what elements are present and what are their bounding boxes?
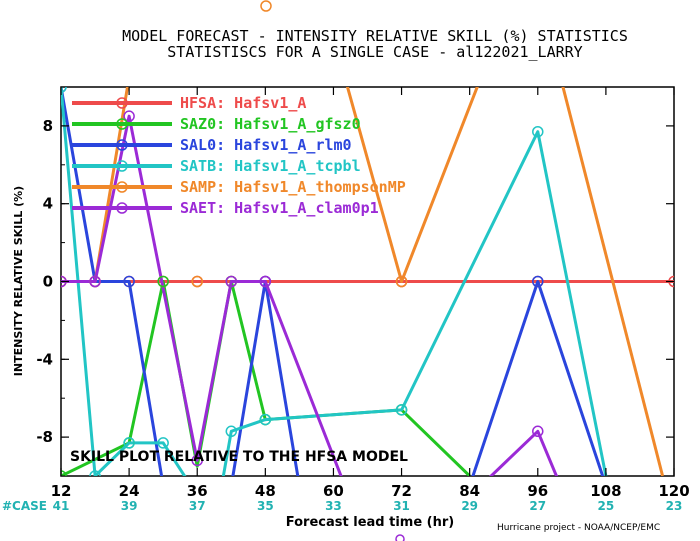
case-count: 35: [257, 499, 274, 513]
point-marker: [157, 437, 169, 449]
top-marker-icon: [260, 0, 272, 12]
series-line-7: [61, 87, 130, 283]
x-tick-label: 60: [323, 482, 344, 500]
x-tick-label: 96: [527, 482, 548, 500]
series-line-8: [345, 87, 479, 283]
chart-subtitle: STATISTISCS FOR A SINGLE CASE - al122021…: [167, 43, 582, 61]
case-count: 31: [393, 499, 410, 513]
y-axis-label: INTENSITY RELATIVE SKILL (%): [12, 186, 25, 376]
legend-marker: [116, 202, 128, 214]
series-line-10: [61, 114, 343, 476]
point-marker: [259, 275, 272, 288]
point-marker: [395, 275, 408, 288]
skill-annotation: SKILL PLOT RELATIVE TO THE HFSA MODEL: [70, 449, 408, 465]
point-marker: [225, 275, 238, 288]
chart-title: MODEL FORECAST - INTENSITY RELATIVE SKIL…: [122, 27, 628, 45]
legend-entry: SAL0: Hafsv1_A_rlm0: [180, 136, 352, 154]
case-count: 33: [325, 499, 342, 513]
point-marker: [89, 275, 101, 288]
case-count: 23: [666, 499, 683, 513]
series-line-2: [61, 87, 164, 476]
legend-entry: SAMP: Hafsv1_A_thompsonMP: [180, 178, 406, 196]
legend-marker: [116, 160, 128, 172]
bottom-marker-icon: [395, 534, 405, 541]
case-label: #CASE: [2, 499, 47, 513]
series-line-5: [61, 87, 187, 476]
y-tick-label: 8: [43, 117, 53, 135]
x-tick-label: 48: [255, 482, 276, 500]
series-line-11: [488, 429, 559, 476]
case-count: 37: [189, 499, 206, 513]
y-tick-label: -8: [36, 428, 53, 446]
series-line-4: [471, 280, 605, 476]
x-tick-label: 72: [391, 482, 412, 500]
x-tick-label: 84: [459, 482, 480, 500]
x-tick-label: 120: [658, 482, 689, 500]
x-axis-label: Forecast lead time (hr): [286, 515, 454, 530]
point-marker: [123, 275, 135, 288]
credit-text: Hurricane project - NOAA/NCEP/EMC: [497, 523, 660, 533]
x-tick-label: 36: [187, 482, 208, 500]
legend-entry: SATB: Hafsv1_A_tcpbl: [180, 157, 361, 175]
case-count: 27: [529, 499, 546, 513]
legend-marker: [116, 181, 128, 193]
case-count: 29: [461, 499, 478, 513]
y-tick-label: -4: [36, 350, 53, 368]
point-marker: [532, 125, 544, 138]
point-marker: [225, 425, 238, 438]
y-tick-label: 0: [43, 273, 53, 291]
series-line-1: [61, 280, 471, 476]
point-marker: [157, 275, 169, 288]
series-line-9: [561, 87, 665, 476]
legend-entry: SAET: Hafsv1_A_clam0p1: [180, 199, 379, 217]
legend-entry: HFSA: Hafsv1_A: [180, 94, 306, 112]
point-marker: [191, 275, 203, 288]
legend-marker: [116, 97, 128, 109]
case-count: 25: [598, 499, 615, 513]
x-tick-label: 24: [119, 482, 140, 500]
y-tick-label: 4: [43, 195, 53, 213]
x-tick-label: 108: [590, 482, 621, 500]
point-marker: [395, 404, 408, 416]
point-marker: [532, 425, 544, 438]
case-count: 39: [121, 499, 138, 513]
point-marker: [191, 454, 203, 467]
point-marker: [89, 470, 101, 476]
legend-entry: SAZ0: Hafsv1_A_gfsz0: [180, 115, 361, 133]
case-count: 41: [53, 499, 70, 513]
series-line-6: [221, 130, 608, 476]
legend-marker: [116, 118, 128, 130]
point-marker: [259, 413, 272, 426]
point-marker: [123, 110, 135, 122]
x-tick-label: 12: [51, 482, 72, 500]
point-marker: [532, 275, 544, 288]
point-marker: [123, 437, 135, 449]
legend-marker: [116, 139, 128, 151]
